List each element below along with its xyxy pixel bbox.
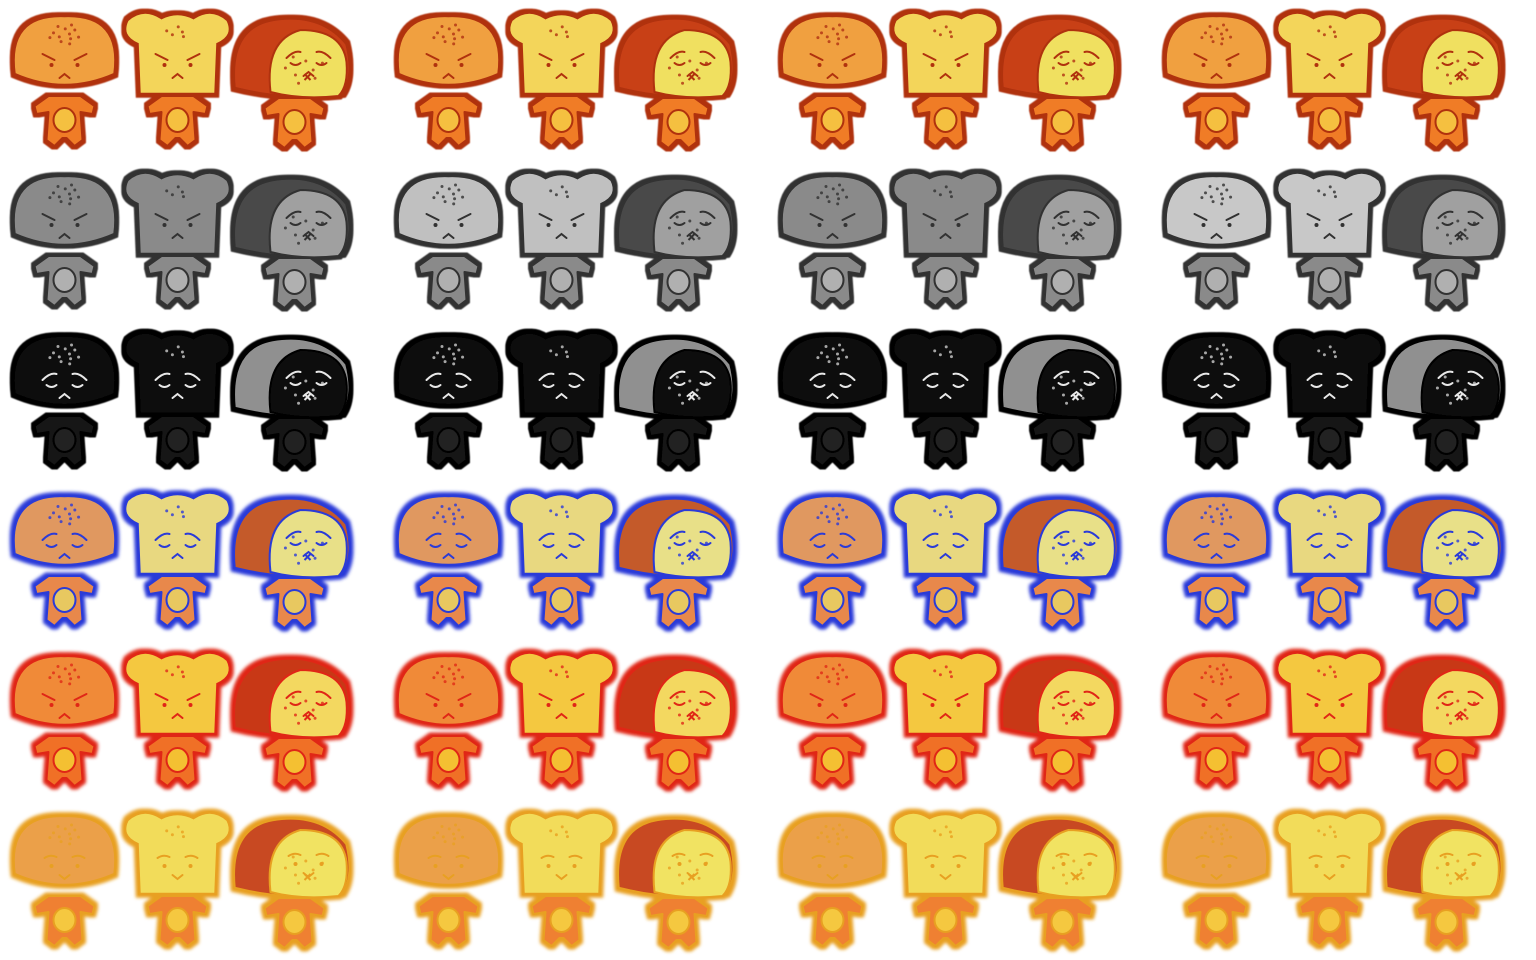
toast-slice-sprite — [507, 171, 616, 307]
round-bun-sprite — [12, 14, 117, 147]
loaf-bread-sprite — [1000, 657, 1119, 789]
round-bun-sprite — [1164, 654, 1269, 787]
toast-slice-sprite — [507, 491, 616, 627]
round-bun-sprite — [396, 814, 501, 947]
toast-slice-sprite — [123, 11, 232, 147]
round-bun-sprite — [396, 494, 501, 627]
toast-slice-sprite — [1275, 171, 1384, 307]
toast-slice-sprite — [507, 11, 616, 147]
loaf-bread-sprite — [1000, 817, 1119, 949]
round-bun-sprite — [780, 814, 885, 947]
round-bun-sprite — [12, 654, 117, 787]
round-bun-sprite — [780, 174, 885, 307]
loaf-bread-sprite — [1000, 17, 1119, 149]
toast-slice-sprite — [123, 491, 232, 627]
loaf-bread-sprite — [232, 497, 351, 629]
round-bun-sprite — [780, 494, 885, 627]
loaf-bread-sprite — [1384, 177, 1503, 309]
round-bun-sprite — [780, 654, 885, 787]
loaf-bread-sprite — [616, 17, 735, 149]
loaf-bread-sprite — [232, 337, 351, 469]
toast-slice-sprite — [891, 171, 1000, 307]
loaf-bread-sprite — [616, 177, 735, 309]
toast-slice-sprite — [1275, 11, 1384, 147]
round-bun-sprite — [1164, 334, 1269, 467]
loaf-bread-sprite — [616, 657, 735, 789]
toast-slice-sprite — [891, 811, 1000, 947]
round-bun-sprite — [1164, 494, 1269, 627]
loaf-bread-sprite — [616, 337, 735, 469]
toast-slice-sprite — [507, 811, 616, 947]
toast-slice-sprite — [891, 11, 1000, 147]
round-bun-sprite — [396, 14, 501, 147]
round-bun-sprite — [12, 334, 117, 467]
loaf-bread-sprite — [1384, 817, 1503, 949]
toast-slice-sprite — [1275, 491, 1384, 627]
toast-slice-sprite — [123, 331, 232, 467]
toast-slice-sprite — [891, 331, 1000, 467]
round-bun-sprite — [396, 174, 501, 307]
round-bun-sprite — [12, 494, 117, 627]
round-bun-sprite — [1164, 814, 1269, 947]
loaf-bread-sprite — [232, 17, 351, 149]
loaf-bread-sprite — [1384, 17, 1503, 149]
loaf-bread-sprite — [232, 817, 351, 949]
loaf-bread-sprite — [616, 497, 735, 629]
loaf-bread-sprite — [232, 657, 351, 789]
toast-slice-sprite — [891, 651, 1000, 787]
toast-slice-sprite — [507, 331, 616, 467]
toast-slice-sprite — [507, 651, 616, 787]
loaf-bread-sprite — [1000, 177, 1119, 309]
toast-slice-sprite — [123, 811, 232, 947]
toast-slice-sprite — [1275, 811, 1384, 947]
round-bun-sprite — [396, 654, 501, 787]
toast-slice-sprite — [891, 491, 1000, 627]
round-bun-sprite — [12, 814, 117, 947]
toast-slice-sprite — [1275, 331, 1384, 467]
toast-slice-sprite — [1275, 651, 1384, 787]
round-bun-sprite — [396, 334, 501, 467]
loaf-bread-sprite — [1000, 337, 1119, 469]
toast-slice-sprite — [123, 171, 232, 307]
loaf-bread-sprite — [616, 817, 735, 949]
toast-slice-sprite — [123, 651, 232, 787]
round-bun-sprite — [1164, 14, 1269, 147]
round-bun-sprite — [780, 334, 885, 467]
loaf-bread-sprite — [1384, 657, 1503, 789]
loaf-bread-sprite — [1000, 497, 1119, 629]
loaf-bread-sprite — [1384, 337, 1503, 469]
loaf-bread-sprite — [232, 177, 351, 309]
round-bun-sprite — [12, 174, 117, 307]
round-bun-sprite — [1164, 174, 1269, 307]
round-bun-sprite — [780, 14, 885, 147]
loaf-bread-sprite — [1384, 497, 1503, 629]
